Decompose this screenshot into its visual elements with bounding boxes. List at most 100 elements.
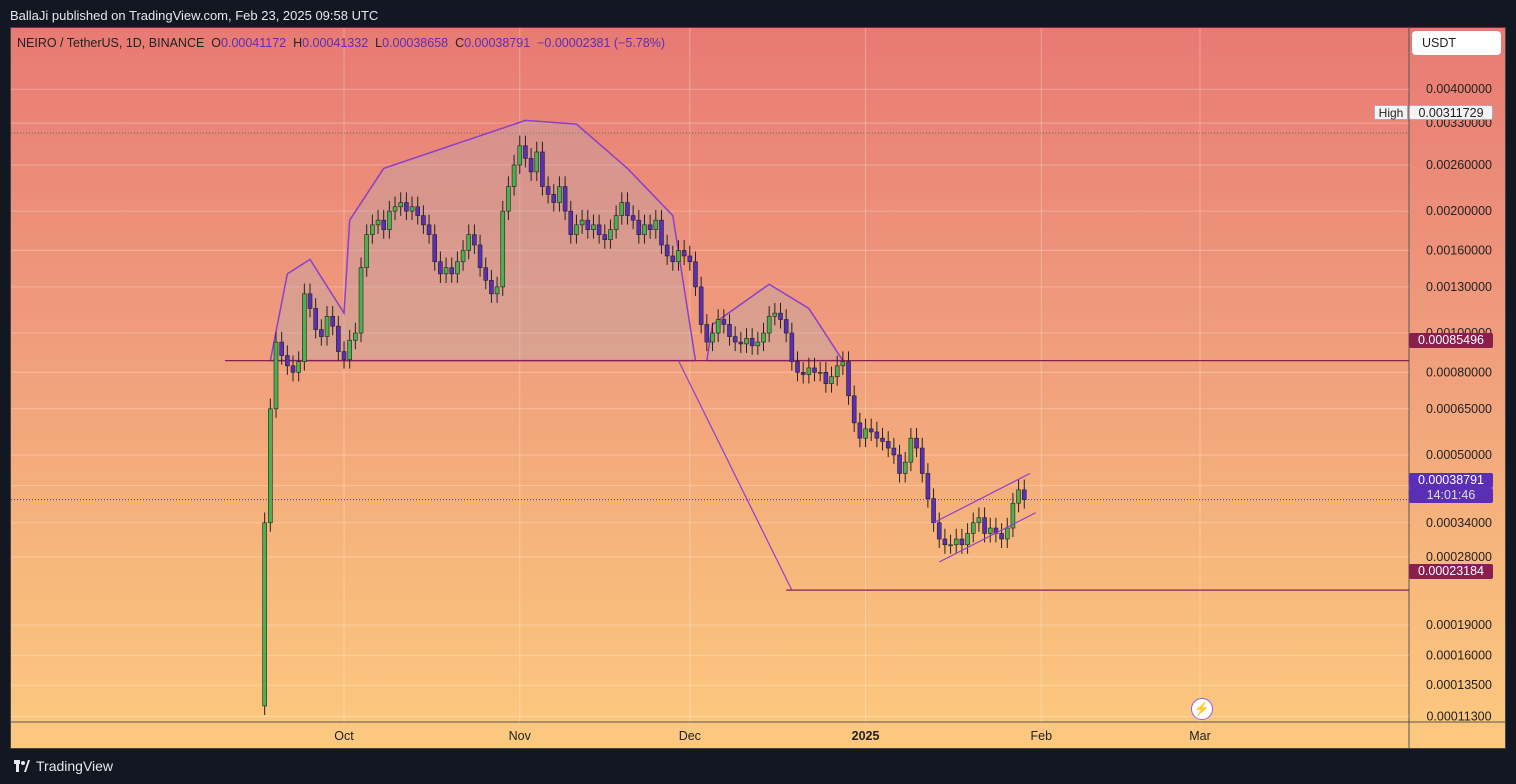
candle-body (755, 341, 761, 347)
candle-body (897, 454, 902, 474)
candle-body (936, 522, 942, 540)
y-tick-label: 0.00260000 (1426, 158, 1492, 172)
candle-body (591, 224, 596, 230)
candle-body (636, 219, 642, 235)
candle-body (387, 210, 392, 230)
candle-body (494, 286, 500, 295)
x-tick-label: Oct (334, 729, 354, 743)
candle-body (341, 351, 347, 360)
y-tick-label: 0.00016000 (1426, 648, 1492, 662)
candle-body (829, 376, 834, 384)
y-tick-label: 0.00200000 (1426, 204, 1492, 218)
candle-body (749, 338, 755, 347)
candle-body (268, 408, 273, 524)
candle-body (721, 319, 727, 325)
open-value: 0.00041172 (221, 36, 287, 50)
high-tag: High (1374, 105, 1408, 120)
candle-body (500, 210, 506, 288)
candle-body (664, 244, 670, 257)
candle-body (630, 215, 636, 221)
x-tick-label: Nov (509, 729, 532, 743)
candle-body (965, 533, 970, 546)
y-tick-label: 0.00160000 (1426, 243, 1492, 257)
candle-body (987, 527, 993, 534)
candle-body (398, 202, 403, 208)
candle-body (823, 371, 829, 384)
candle-body (693, 261, 698, 288)
candle-body (789, 332, 795, 362)
candle-body (358, 267, 364, 334)
candle-body (324, 315, 330, 337)
candle-body (290, 365, 296, 373)
y-tick-label: 0.00130000 (1426, 280, 1492, 294)
candle-body (919, 447, 925, 474)
candle-body (846, 361, 851, 397)
candle-body (681, 250, 687, 257)
candle-body (596, 224, 602, 235)
candle-body (574, 224, 579, 235)
y-tick-label: 0.00034000 (1426, 516, 1492, 530)
brand-text: TradingView (36, 758, 114, 774)
resistance-price-label: 0.00085496 (1409, 333, 1493, 348)
y-tick-label: 0.00065000 (1426, 402, 1492, 416)
lightning-icon[interactable]: ⚡ (1191, 698, 1213, 720)
close-value: 0.00038791 (464, 36, 531, 50)
candle-body (676, 250, 681, 263)
candle-body (381, 219, 386, 230)
candle-body (551, 194, 557, 203)
candle-body (489, 279, 494, 295)
high-label: H (293, 36, 303, 50)
candle-body (426, 224, 432, 235)
candle-body (761, 332, 766, 343)
candle-body (336, 325, 341, 352)
candle-body (914, 437, 919, 449)
head-shoulders-left-outline (269, 119, 697, 362)
open-label: O (211, 36, 222, 50)
high-value: 0.00041332 (302, 36, 369, 50)
candle-body (698, 286, 704, 325)
low-value: 0.00038658 (382, 36, 449, 50)
close-label: C (455, 36, 465, 50)
candle-body (885, 441, 891, 449)
candle-body (891, 447, 897, 456)
channel-lower (938, 512, 1036, 563)
candle-body (710, 332, 715, 343)
candle-body (659, 219, 664, 246)
low-label: L (375, 36, 383, 50)
candle-body (738, 341, 744, 345)
candle-body (262, 522, 267, 707)
chart-area[interactable]: 0.00400000 0.00330000 0.00260000 0.00200000… (10, 27, 1506, 749)
x-tick-label: 2025 (852, 729, 880, 743)
y-tick-label: 0.00028000 (1426, 550, 1492, 564)
candle-body (1021, 489, 1027, 500)
candle-body (602, 234, 608, 241)
candle-body (642, 224, 647, 235)
candle-body (942, 538, 948, 546)
y-tick-label: 0.00080000 (1426, 365, 1492, 379)
candle-body (653, 219, 659, 230)
tradingview-logo-icon (14, 760, 30, 772)
candle-body (375, 219, 381, 226)
candle-body (1016, 489, 1021, 504)
countdown-label: 14:01:46 (1409, 488, 1493, 503)
chart-svg[interactable]: 0.004000000.003300000.002600000.00200000… (11, 28, 1506, 749)
candle-body (319, 329, 324, 337)
candle-body (466, 234, 472, 251)
candle-body (880, 437, 885, 442)
candle-body (613, 215, 619, 230)
candle-body (472, 234, 477, 246)
x-tick-label: Feb (1030, 729, 1052, 743)
candle-body (732, 336, 738, 343)
target-projection-line (677, 360, 793, 591)
footer-brand: TradingView (14, 758, 113, 774)
candle-body (585, 219, 591, 230)
candle-body (851, 395, 857, 424)
candle-body (772, 312, 778, 317)
candle-body (370, 224, 375, 235)
candle-body (953, 538, 959, 546)
candle-body (523, 145, 528, 159)
y-tick-label: 0.00013500 (1426, 678, 1492, 692)
candle-body (902, 461, 908, 474)
candle-body (528, 158, 534, 173)
currency-button[interactable]: USDT (1412, 31, 1501, 55)
